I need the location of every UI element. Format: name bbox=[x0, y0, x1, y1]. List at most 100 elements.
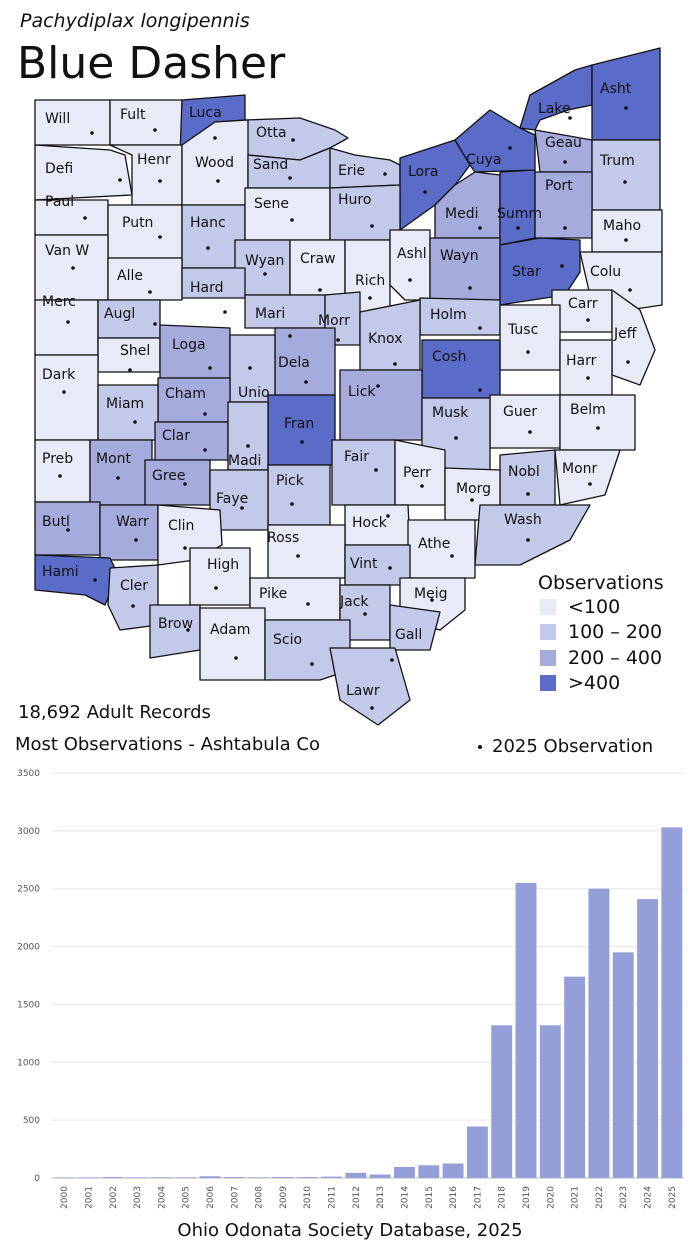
observation-dot bbox=[623, 180, 627, 184]
county-craw bbox=[289, 239, 346, 296]
observation-dot bbox=[586, 376, 590, 380]
county-label: Faye bbox=[216, 491, 248, 507]
observation-dot bbox=[430, 598, 434, 602]
y-tick-label: 500 bbox=[23, 1116, 40, 1126]
bar-2003 bbox=[126, 1177, 148, 1179]
observation-dot bbox=[596, 426, 600, 430]
observation-dot bbox=[158, 235, 162, 239]
observation-dot bbox=[586, 318, 590, 322]
bars bbox=[53, 827, 683, 1179]
observation-dot bbox=[158, 179, 162, 183]
county-lake bbox=[519, 64, 593, 131]
most-observations: Most Observations - Ashtabula Co bbox=[15, 734, 320, 755]
bar-2022 bbox=[588, 888, 610, 1178]
county-label: Wash bbox=[504, 512, 542, 528]
observation-dot bbox=[318, 288, 322, 292]
observation-dot bbox=[134, 538, 138, 542]
observation-dot bbox=[214, 586, 218, 590]
y-tick-label: 3000 bbox=[17, 827, 40, 837]
bar-2021 bbox=[564, 976, 586, 1178]
x-tick-label: 2015 bbox=[425, 1186, 435, 1209]
observation-dot bbox=[240, 506, 244, 510]
observation-dot bbox=[386, 514, 390, 518]
y-tick-label: 2000 bbox=[17, 943, 40, 953]
county-monr bbox=[554, 449, 621, 506]
y-axis-ticks: 0 500 1000 1500 2000 2500 3000 3500 bbox=[17, 769, 40, 1184]
county-ashl bbox=[389, 229, 431, 301]
county-label: Brow bbox=[158, 616, 193, 632]
x-tick-label: 2025 bbox=[668, 1186, 678, 1209]
observation-dot bbox=[423, 190, 427, 194]
x-tick-label: 2014 bbox=[400, 1186, 410, 1209]
x-tick-label: 2024 bbox=[644, 1186, 654, 1209]
county-label: Ashl bbox=[397, 246, 427, 262]
x-tick-label: 2002 bbox=[109, 1186, 119, 1209]
species-scientific-name: Pachydiplax longipennis bbox=[20, 10, 250, 32]
annual-observations-bar-chart: 0 500 1000 1500 2000 2500 3000 3500 2000 2001 2002… bbox=[17, 769, 684, 1209]
y-tick-label: 1500 bbox=[17, 1000, 40, 1010]
county-label: Cuya bbox=[466, 152, 502, 168]
county-label: Preb bbox=[42, 451, 73, 467]
observation-dot-icon bbox=[478, 744, 482, 749]
observation-dot bbox=[478, 326, 482, 330]
county-label: Otta bbox=[256, 125, 287, 141]
county-label: Colu bbox=[590, 264, 621, 280]
observation-dot bbox=[246, 444, 250, 448]
county-label: Huro bbox=[338, 192, 371, 208]
legend-title: Observations bbox=[538, 572, 664, 594]
county-label: Craw bbox=[300, 251, 336, 267]
legend-label: >400 bbox=[568, 672, 621, 694]
x-tick-label: 2019 bbox=[522, 1186, 532, 1209]
bar-2023 bbox=[612, 952, 634, 1178]
county-label: Madi bbox=[228, 453, 261, 469]
county-label: Alle bbox=[117, 268, 143, 284]
bar-2024 bbox=[637, 899, 658, 1178]
county-label: Cler bbox=[120, 578, 148, 594]
observation-dot bbox=[71, 266, 75, 270]
x-tick-label: 2000 bbox=[60, 1186, 70, 1209]
observation-dot bbox=[148, 290, 152, 294]
bar-2001 bbox=[78, 1177, 99, 1179]
bar-2019 bbox=[515, 882, 537, 1178]
county-label: Henr bbox=[137, 152, 171, 168]
county-label: Knox bbox=[368, 331, 402, 347]
county-label: Clar bbox=[162, 428, 190, 444]
county-label: Merc bbox=[42, 294, 76, 310]
observation-dot bbox=[563, 226, 567, 230]
county-label: Monr bbox=[562, 461, 598, 477]
bar-2014 bbox=[394, 1167, 415, 1178]
observation-dot bbox=[624, 106, 628, 110]
county-label: Pike bbox=[259, 586, 287, 602]
county-label: Belm bbox=[570, 402, 606, 418]
county-labels: Will Fult Luca Otta Lake Asht Defi Henr Wood Sand… bbox=[42, 81, 641, 699]
observation-dot bbox=[206, 246, 210, 250]
county-label: Musk bbox=[432, 405, 469, 421]
county-label: Butl bbox=[42, 514, 70, 530]
observation-dot bbox=[183, 546, 187, 550]
observation-dot bbox=[133, 420, 137, 424]
county-label: Hard bbox=[190, 280, 224, 296]
observation-dot bbox=[454, 436, 458, 440]
observation-dot bbox=[336, 338, 340, 342]
species-common-name: Blue Dasher bbox=[17, 38, 286, 89]
observation-dot bbox=[408, 278, 412, 282]
observation-dot bbox=[470, 498, 474, 502]
county-label: Asht bbox=[600, 81, 632, 97]
county-label: Gall bbox=[395, 627, 422, 643]
observation-dot bbox=[383, 172, 387, 176]
x-tick-label: 2005 bbox=[182, 1186, 192, 1209]
county-label: Tusc bbox=[507, 322, 538, 338]
observation-dot bbox=[66, 528, 70, 532]
observation-dot bbox=[288, 334, 292, 338]
bar-2000 bbox=[53, 1177, 75, 1179]
observation-dot bbox=[203, 412, 207, 416]
legend-label: <100 bbox=[568, 596, 621, 618]
bar-2013 bbox=[369, 1174, 391, 1178]
county-lick bbox=[339, 369, 423, 441]
observation-dot bbox=[128, 368, 132, 372]
county-label: Paul bbox=[45, 194, 74, 210]
county-label: Wayn bbox=[440, 248, 479, 264]
observation-dots bbox=[58, 106, 632, 710]
county-label: Harr bbox=[566, 353, 597, 369]
county-label: Hock bbox=[352, 515, 388, 531]
